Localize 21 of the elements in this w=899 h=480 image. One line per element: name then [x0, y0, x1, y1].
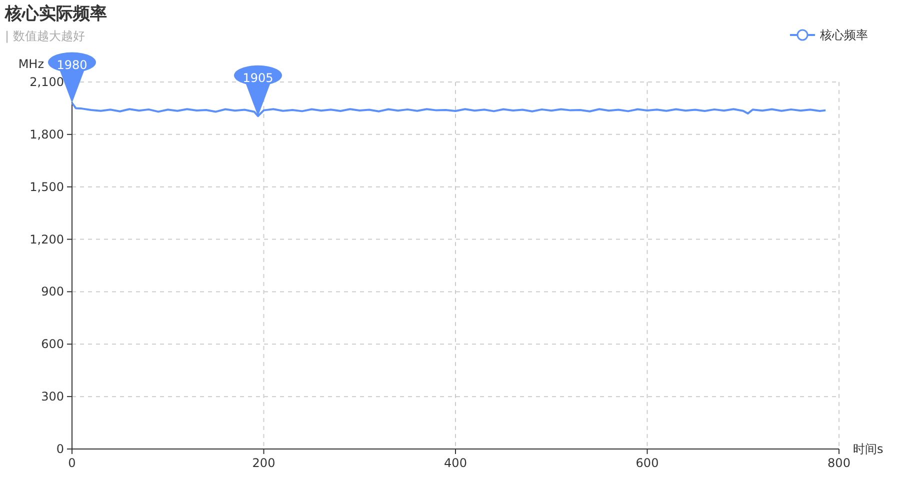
x-tick-label: 600: [636, 456, 659, 470]
x-tick-label: 800: [828, 456, 850, 470]
y-axis-title: MHz: [18, 57, 44, 71]
annotation: 1980: [56, 58, 88, 72]
x-tick-label: 400: [444, 456, 467, 470]
y-tick-label: 600: [41, 337, 64, 352]
line-series: [71, 102, 827, 118]
y-tick-label: 900: [41, 284, 64, 299]
x-tick-label: 0: [68, 456, 76, 470]
y-tick-label: 0: [56, 442, 64, 456]
y-tick-label: 1,800: [30, 127, 64, 142]
y-tick-label: 1,500: [30, 180, 64, 194]
y-tick-label: 2,100: [30, 75, 64, 89]
x-tick-label: 200: [252, 456, 276, 470]
annotation: 1905: [242, 71, 274, 86]
y-tick-label: 300: [41, 390, 64, 404]
legend-label: 核心频率: [819, 28, 868, 42]
y-tick-label: 1,200: [30, 232, 64, 246]
chart-title: 核心实际频率: [4, 4, 107, 24]
chart-subtitle: | 数值越大越好: [5, 29, 85, 43]
x-axis-title: 时间s: [853, 442, 884, 456]
